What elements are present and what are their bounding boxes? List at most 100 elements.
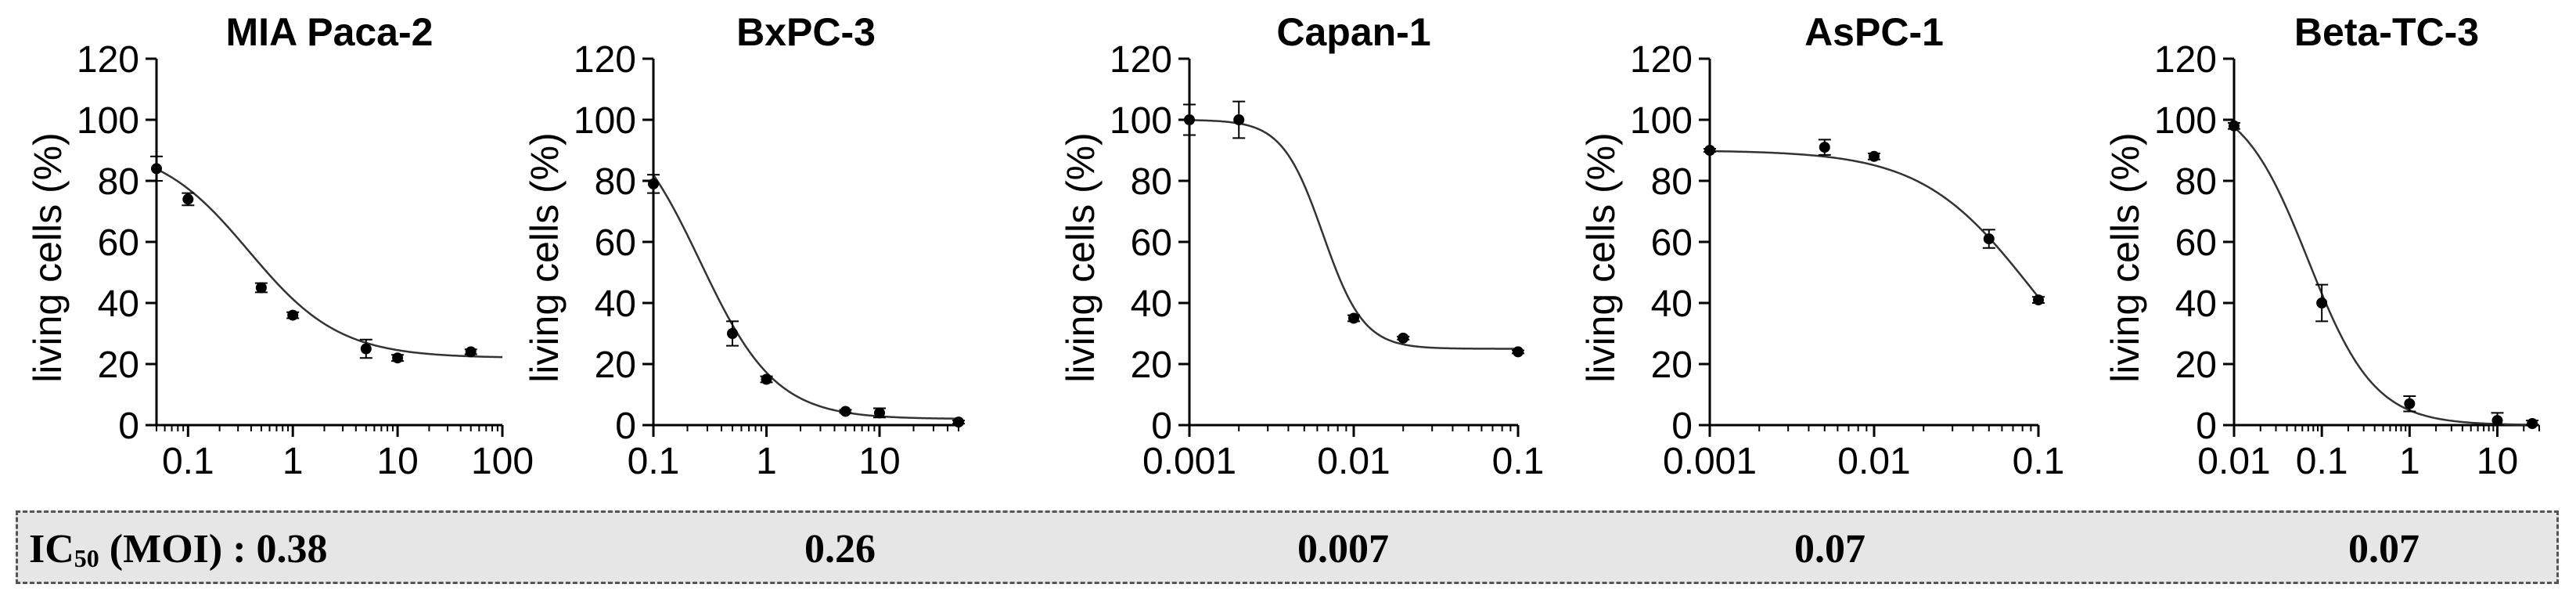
chart-aspc-1: 0 20 40 60 80 100 120 0.001 0.01 0.1 AsPC-1 living … — [1579, 10, 2064, 482]
fit-curve — [652, 174, 959, 420]
chart-title: MIA Paca-2 — [226, 10, 434, 54]
x-tick-label: 0.001 — [1663, 441, 1757, 482]
y-tick-label: 80 — [1131, 161, 1172, 203]
ic50-value-beta-tc-3: 0.07 — [2348, 527, 2419, 572]
chart-title: BxPC-3 — [736, 10, 876, 54]
y-tick-label: 20 — [1131, 344, 1172, 386]
data-point — [392, 352, 404, 364]
y-axis-label: living cells (%) — [1579, 132, 1623, 383]
x-tick-label: 0.01 — [1317, 441, 1390, 482]
y-tick-label: 40 — [595, 283, 636, 325]
y-tick-label: 100 — [574, 100, 636, 142]
chart-beta-tc-3: 0 20 40 60 80 100 120 0.01 0.1 1 10 Beta-TC-3 living… — [2103, 10, 2540, 482]
y-tick-label: 120 — [2154, 39, 2217, 81]
y-tick-label: 100 — [77, 100, 139, 142]
data-point — [727, 328, 739, 339]
ic50-panel: IC50 (MOI) : 0.38 0.26 0.007 0.07 0.07 — [16, 510, 2559, 584]
x-tick-label: 0.1 — [2013, 441, 2065, 482]
data-point — [1983, 233, 1995, 245]
x-tick-label: 10 — [376, 441, 418, 482]
y-tick-label: 120 — [1110, 39, 1172, 81]
data-point — [1398, 332, 1409, 344]
y-tick-label: 40 — [2175, 283, 2217, 325]
x-tick-label: 10 — [858, 441, 900, 482]
x-tick-label: 0.01 — [2197, 441, 2270, 482]
y-tick-label: 60 — [1651, 222, 1693, 264]
data-point — [1513, 346, 1524, 358]
data-point — [1819, 142, 1830, 153]
x-tick-label: 0.1 — [1492, 441, 1545, 482]
x-tick-label: 0.01 — [1837, 441, 1910, 482]
y-tick-label: 80 — [595, 161, 636, 203]
data-point — [1869, 150, 1880, 162]
y-tick-label: 20 — [595, 344, 636, 386]
y-tick-label: 60 — [1131, 222, 1172, 264]
x-tick-label: 1 — [282, 441, 304, 482]
y-tick-label: 60 — [2175, 222, 2217, 264]
chart-title: AsPC-1 — [1804, 10, 1944, 54]
chart-capan-1: 0 20 40 60 80 100 120 0.001 0.01 0.1 Capan-1 living… — [1059, 10, 1544, 482]
data-point — [151, 163, 162, 175]
y-tick-label: 120 — [574, 39, 636, 81]
y-tick-label: 120 — [77, 39, 139, 81]
data-point — [2491, 415, 2503, 427]
y-tick-label: 100 — [2154, 100, 2217, 142]
data-point — [648, 178, 659, 189]
data-point — [2316, 298, 2328, 308]
y-tick-label: 80 — [1651, 161, 1693, 203]
y-tick-label: 60 — [595, 222, 636, 264]
data-point — [873, 407, 885, 419]
x-tick-label: 0.1 — [162, 441, 214, 482]
y-tick-label: 0 — [1671, 406, 1693, 447]
y-tick-label: 120 — [1630, 39, 1693, 81]
y-tick-label: 20 — [1651, 344, 1693, 386]
fit-curve — [1189, 119, 1518, 350]
fit-curve — [156, 168, 503, 359]
y-tick-label: 80 — [2175, 161, 2217, 203]
fit-curve — [1709, 150, 2039, 298]
data-point — [360, 343, 372, 355]
fit-curve — [2233, 126, 2540, 426]
y-tick-label: 60 — [98, 222, 139, 264]
y-axis-label: living cells (%) — [523, 132, 567, 383]
ic50-value-bxpc-3: 0.26 — [804, 527, 876, 572]
y-tick-label: 0 — [2196, 406, 2217, 447]
data-point — [2404, 398, 2416, 409]
y-tick-label: 20 — [2175, 344, 2217, 386]
chart-title: Beta-TC-3 — [2294, 10, 2479, 54]
data-point — [287, 309, 299, 321]
x-tick-label: 0.1 — [2296, 441, 2348, 482]
data-point — [465, 346, 477, 358]
y-tick-label: 80 — [98, 161, 139, 203]
ic50-label: IC50 (MOI) : 0.38 — [29, 513, 328, 586]
chart-title: Capan-1 — [1276, 10, 1430, 54]
x-tick-label: 1 — [2399, 441, 2420, 482]
chart-mia-paca-2: 0 20 40 60 80 100 120 0.1 1 10 100 MIA Paca-2 living… — [26, 10, 534, 482]
data-point — [761, 373, 772, 385]
y-axis-label: living cells (%) — [2103, 132, 2147, 383]
y-axis-label: living cells (%) — [26, 132, 70, 383]
data-point — [255, 282, 267, 294]
data-point — [182, 193, 194, 205]
x-tick-label: 100 — [471, 441, 534, 482]
y-tick-label: 0 — [1151, 406, 1172, 447]
y-tick-label: 100 — [1110, 100, 1172, 142]
y-tick-label: 40 — [1131, 283, 1172, 325]
x-tick-label: 1 — [756, 441, 777, 482]
y-tick-label: 0 — [615, 406, 636, 447]
y-tick-label: 0 — [118, 406, 139, 447]
y-tick-label: 100 — [1630, 100, 1693, 142]
y-axis-label: living cells (%) — [1059, 132, 1103, 383]
ic50-value-aspc-1: 0.07 — [1794, 527, 1865, 572]
y-tick-label: 40 — [98, 283, 139, 325]
data-point — [1184, 114, 1195, 125]
x-tick-label: 0.1 — [628, 441, 680, 482]
chart-bxpc-3: 0 20 40 60 80 100 120 0.1 1 10 BxPC-3 living cells … — [523, 10, 965, 482]
data-point — [2527, 418, 2538, 430]
x-tick-label: 0.001 — [1142, 441, 1236, 482]
data-point — [953, 416, 964, 428]
data-point — [1348, 312, 1359, 324]
data-point — [1233, 114, 1245, 125]
data-point — [840, 406, 851, 417]
